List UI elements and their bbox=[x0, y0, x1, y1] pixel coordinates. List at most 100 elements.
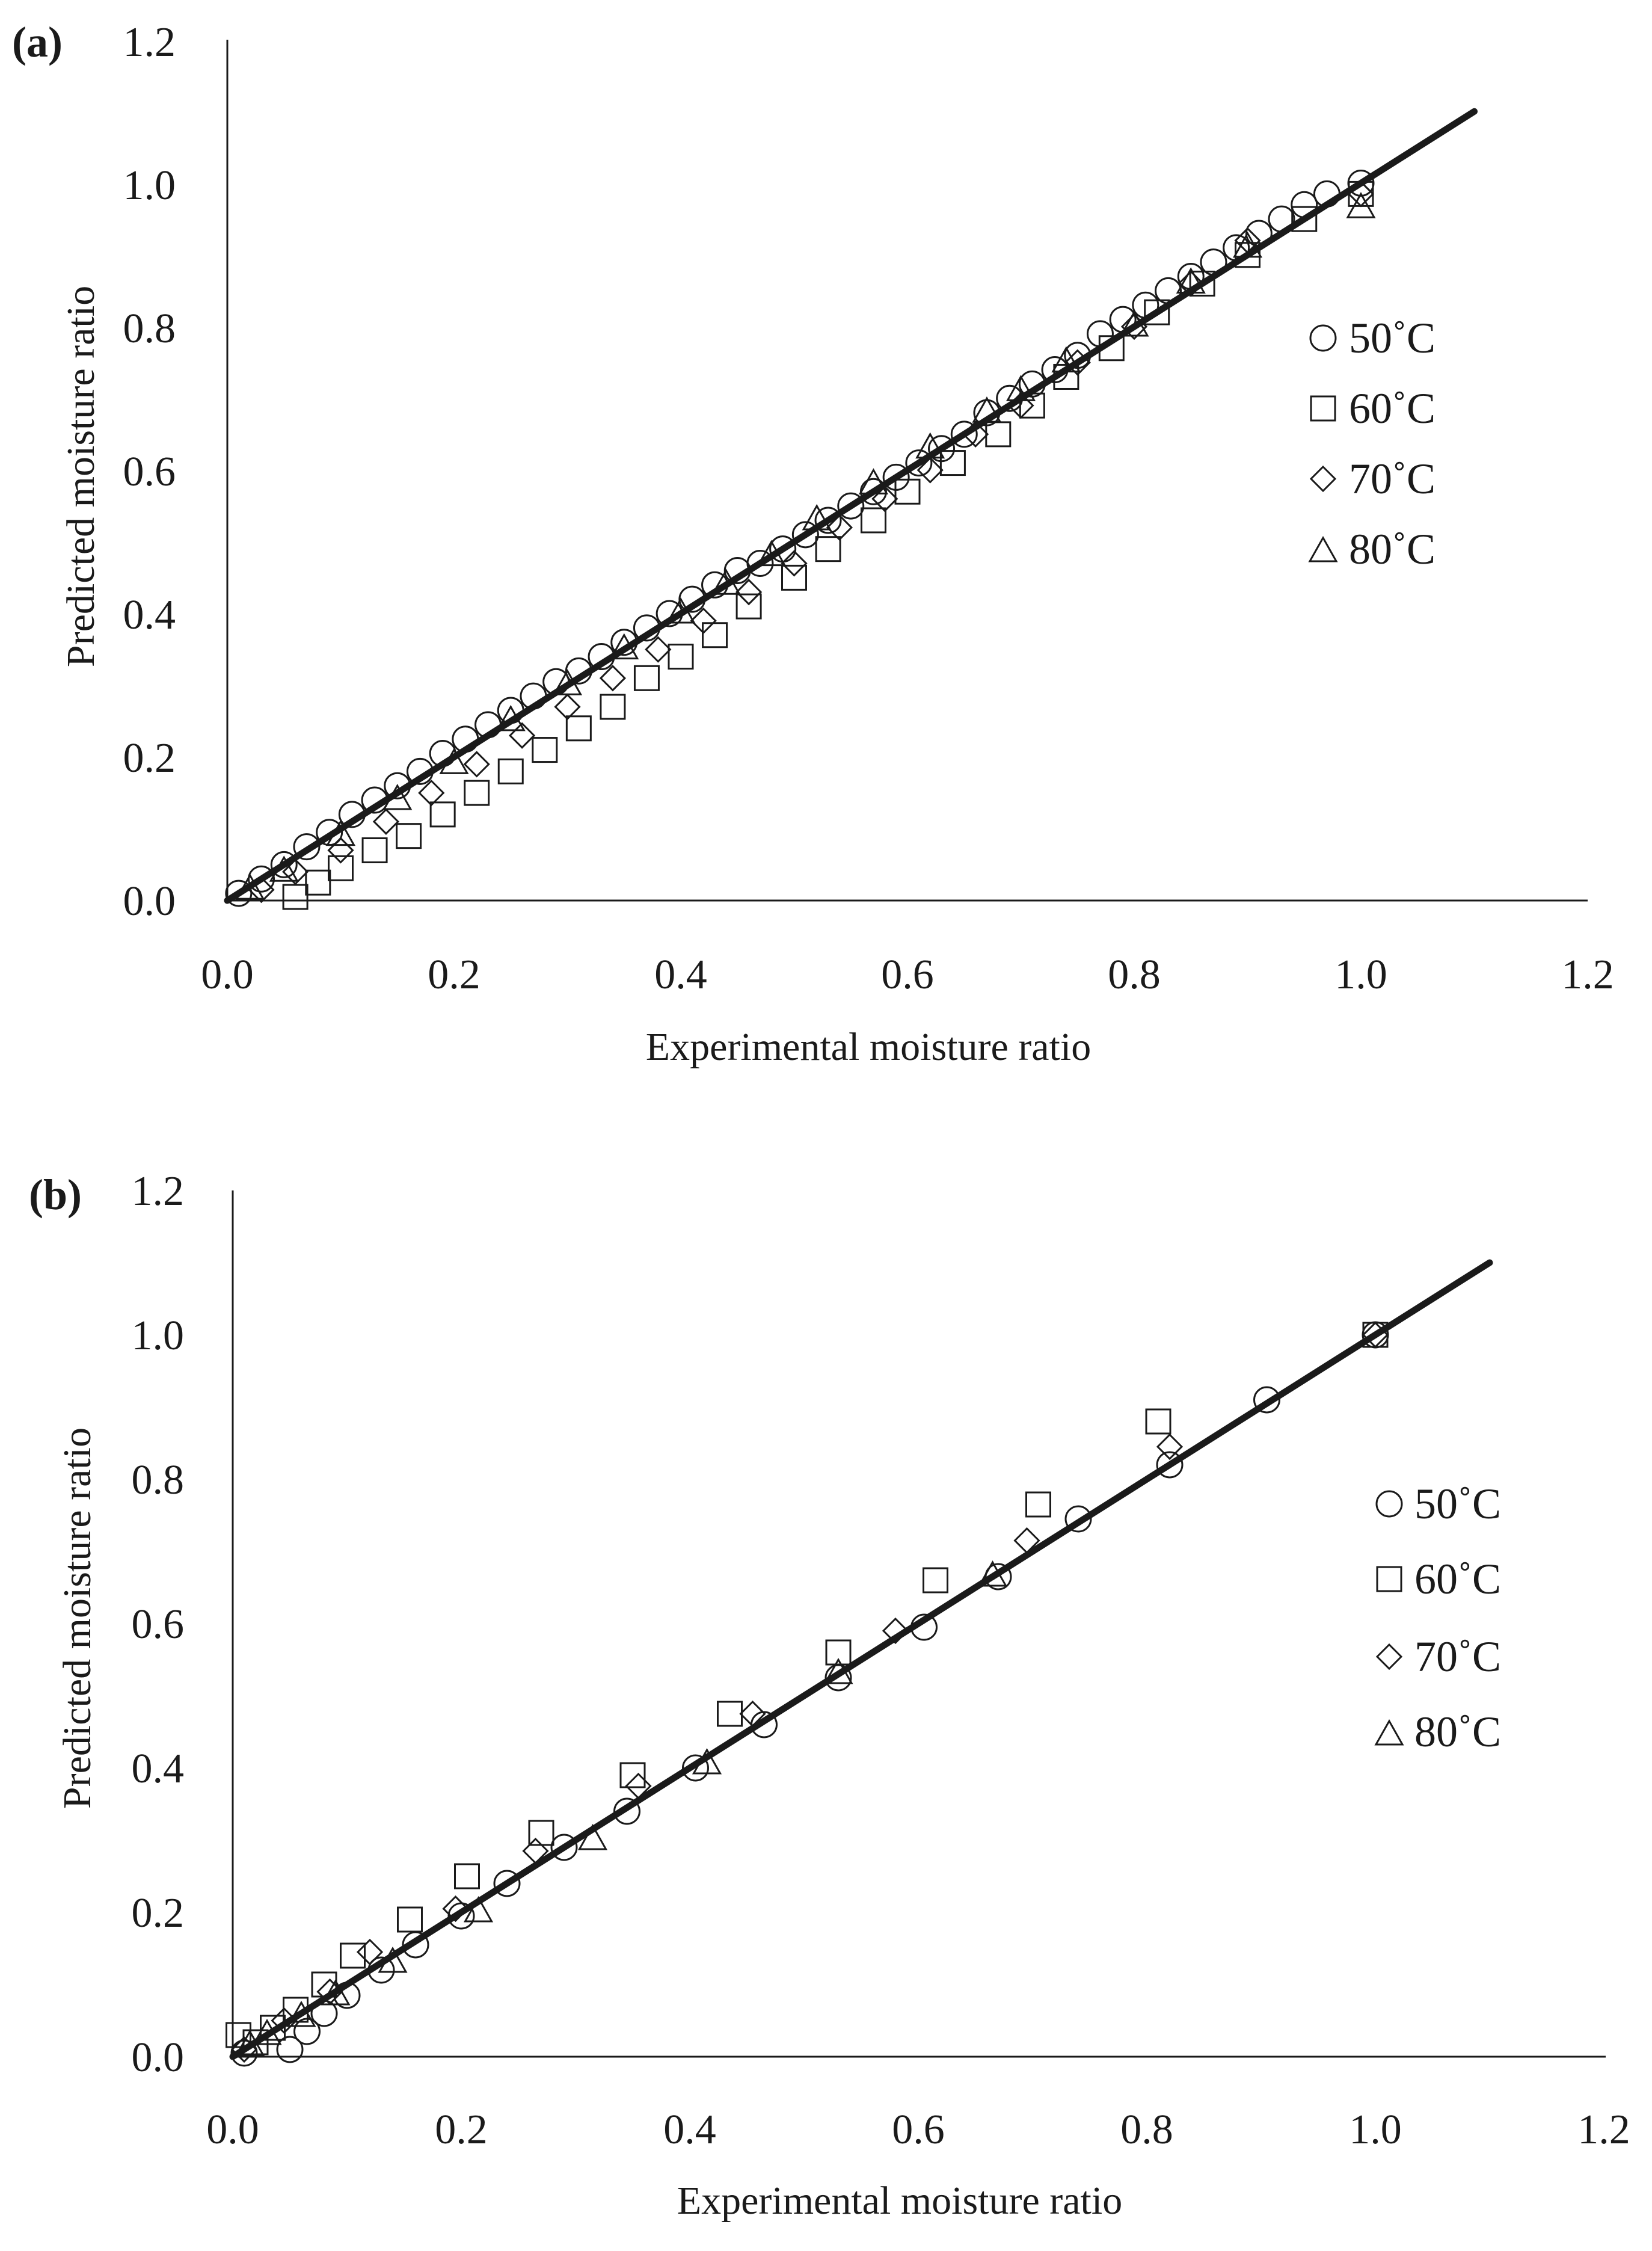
data-point bbox=[508, 722, 536, 749]
legend-item: 70˚C bbox=[1309, 455, 1436, 503]
y-tick-label: 0.6 bbox=[123, 449, 176, 495]
x-tick-label: 1.0 bbox=[1349, 2107, 1402, 2153]
x-tick-label: 0.8 bbox=[1120, 2107, 1173, 2153]
legend-label: 60˚C bbox=[1414, 1555, 1501, 1603]
data-point bbox=[493, 1870, 521, 1897]
x-tick-label: 0.2 bbox=[435, 2107, 488, 2153]
x-axis-title: Experimental moisture ratio bbox=[677, 2179, 1122, 2223]
data-point bbox=[1145, 1408, 1171, 1435]
circle-marker-icon bbox=[1375, 1490, 1403, 1518]
y-tick-label: 1.2 bbox=[123, 19, 176, 66]
data-point bbox=[1253, 1386, 1280, 1414]
data-point bbox=[276, 2036, 304, 2063]
x-tick-label: 0.4 bbox=[663, 2107, 716, 2153]
data-point bbox=[463, 751, 490, 778]
data-point bbox=[454, 1863, 480, 1889]
data-point bbox=[939, 450, 966, 476]
data-point bbox=[270, 851, 298, 878]
y-tick-labels: 0.0 0.2 0.4 0.6 0.8 1.0 1.2 bbox=[132, 1168, 185, 2081]
data-point bbox=[225, 879, 253, 907]
x-tick-label: 1.0 bbox=[1334, 952, 1387, 998]
x-tick-label: 1.2 bbox=[1561, 952, 1614, 998]
y-tick-label: 0.2 bbox=[132, 1890, 185, 1936]
y-tick-label: 0.8 bbox=[132, 1457, 185, 1503]
data-point bbox=[1156, 1451, 1184, 1479]
x-axis-title: Experimental moisture ratio bbox=[646, 1025, 1091, 1069]
data-point bbox=[281, 858, 309, 885]
data-point bbox=[860, 507, 886, 534]
y-tick-label: 1.0 bbox=[132, 1313, 185, 1359]
data-point bbox=[356, 1938, 384, 1966]
data-point bbox=[442, 1895, 469, 1923]
data-point bbox=[690, 607, 717, 635]
diamond-marker-icon bbox=[1375, 1643, 1403, 1671]
data-point bbox=[260, 2015, 286, 2041]
panel-label: (a) bbox=[12, 18, 63, 66]
x-tick-label: 0.4 bbox=[654, 952, 707, 998]
legend-item: 60˚C bbox=[1310, 384, 1436, 433]
data-point bbox=[1178, 270, 1205, 297]
data-point bbox=[1156, 1433, 1184, 1461]
x-tick-label: 0.6 bbox=[881, 952, 934, 998]
legend-item: 80˚C bbox=[1374, 1708, 1501, 1756]
data-point bbox=[429, 801, 456, 828]
x-tick-label: 0.0 bbox=[206, 2107, 259, 2153]
square-marker-icon bbox=[1376, 1566, 1402, 1592]
data-point bbox=[814, 507, 842, 534]
x-tick-label: 0.0 bbox=[201, 952, 254, 998]
data-point bbox=[396, 823, 422, 849]
legend-label: 80˚C bbox=[1349, 525, 1436, 573]
data-point bbox=[633, 665, 660, 691]
data-point bbox=[554, 693, 581, 721]
data-point bbox=[923, 1567, 948, 1594]
data-point bbox=[702, 622, 728, 648]
data-point bbox=[645, 636, 672, 663]
legend-label: 70˚C bbox=[1349, 455, 1436, 503]
legend: 50˚C 60˚C 70˚C 80˚C bbox=[1374, 1480, 1501, 1756]
data-point bbox=[984, 1563, 1012, 1590]
data-point bbox=[600, 694, 626, 720]
data-point bbox=[905, 449, 933, 477]
diamond-marker-icon bbox=[1309, 465, 1337, 493]
data-point bbox=[815, 536, 841, 562]
x-tick-label: 0.2 bbox=[428, 952, 481, 998]
x-tick-label: 1.2 bbox=[1577, 2107, 1630, 2153]
data-point bbox=[577, 1823, 608, 1850]
x-tick-labels: 0.0 0.2 0.4 0.6 0.8 1.0 1.2 bbox=[201, 952, 1614, 998]
data-point bbox=[397, 1906, 423, 1933]
data-point bbox=[825, 1639, 852, 1666]
triangle-marker-icon bbox=[1308, 535, 1338, 562]
legend-label: 80˚C bbox=[1414, 1708, 1501, 1756]
y-tick-label: 0.4 bbox=[132, 1746, 185, 1792]
legend-item: 60˚C bbox=[1376, 1555, 1501, 1603]
data-point bbox=[735, 579, 763, 606]
fit-line-path bbox=[224, 108, 1478, 904]
data-point bbox=[837, 492, 865, 520]
data-point bbox=[894, 478, 921, 505]
triangle-marker-icon bbox=[1374, 1719, 1404, 1746]
y-tick-label: 0.0 bbox=[132, 2034, 185, 2081]
data-point bbox=[226, 2022, 251, 2048]
data-point bbox=[463, 1895, 494, 1923]
y-tick-labels: 0.0 0.2 0.4 0.6 0.8 1.0 1.2 bbox=[123, 19, 176, 925]
panel-label: (b) bbox=[29, 1171, 82, 1219]
fit-line bbox=[229, 1259, 1493, 2060]
y-tick-label: 0.4 bbox=[123, 592, 176, 638]
y-axis-title: Predicted moisture ratio bbox=[59, 286, 103, 667]
data-point bbox=[327, 837, 354, 864]
y-tick-label: 0.2 bbox=[123, 735, 176, 781]
data-point bbox=[599, 665, 627, 692]
data-point bbox=[882, 1617, 909, 1645]
y-tick-label: 0.8 bbox=[123, 306, 176, 352]
x-tick-labels: 0.0 0.2 0.4 0.6 0.8 1.0 1.2 bbox=[206, 2107, 1630, 2153]
data-point bbox=[668, 644, 694, 670]
square-marker-icon bbox=[1310, 395, 1336, 422]
data-point bbox=[293, 833, 321, 861]
y-tick-label: 1.0 bbox=[123, 162, 176, 209]
chart-panel-a: (a) 0.0 0.2 0.4 0.6 0.8 1.0 1.2 0.0 0.2 … bbox=[12, 18, 1614, 1069]
data-point bbox=[871, 485, 898, 513]
data-point bbox=[372, 808, 400, 835]
data-point bbox=[917, 457, 944, 484]
x-tick-label: 0.8 bbox=[1108, 952, 1161, 998]
legend-label: 70˚C bbox=[1414, 1633, 1501, 1681]
